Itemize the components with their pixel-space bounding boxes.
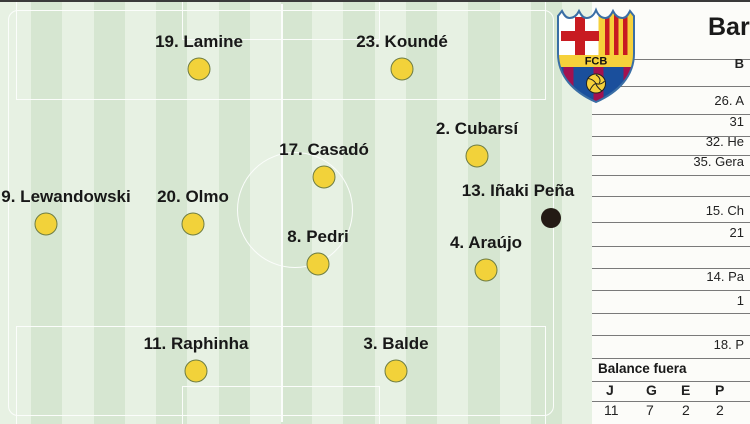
svg-text:FCB: FCB <box>585 56 608 68</box>
